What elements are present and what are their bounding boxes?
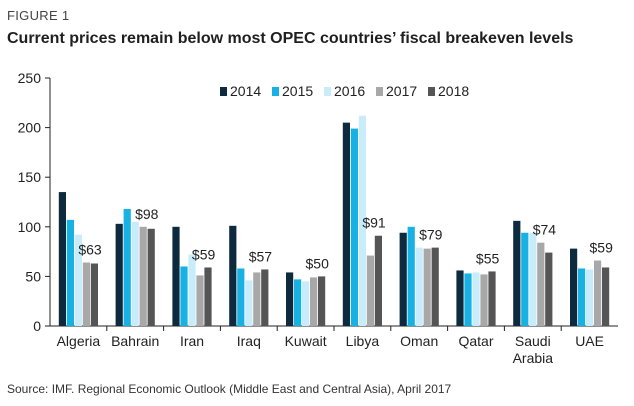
data-label-annotation: $57 bbox=[249, 248, 273, 264]
y-tick-label: 0 bbox=[33, 318, 41, 334]
y-tick-label: 250 bbox=[18, 70, 42, 86]
legend-swatch-2015 bbox=[272, 87, 279, 96]
bar-2016-uae bbox=[586, 269, 594, 326]
bar-2015-libya bbox=[350, 128, 358, 326]
bar-2018-oman bbox=[431, 247, 439, 326]
bar-2016-qatar bbox=[472, 272, 480, 326]
x-category-label: Iraq bbox=[237, 333, 261, 349]
bar-2014-iraq bbox=[229, 225, 237, 326]
x-category-label: Iran bbox=[180, 333, 204, 349]
legend-swatch-2014 bbox=[220, 87, 227, 96]
data-label-annotation: $55 bbox=[476, 250, 500, 266]
data-label-annotation: $59 bbox=[192, 246, 216, 262]
bar-2016-oman bbox=[415, 247, 423, 326]
bar-2016-iraq bbox=[245, 280, 253, 326]
data-label-annotation: $74 bbox=[533, 222, 557, 238]
bar-2017-iran bbox=[196, 275, 204, 326]
bar-2018-iran bbox=[204, 267, 212, 326]
legend-label-2014: 2014 bbox=[230, 83, 261, 99]
y-tick-label: 100 bbox=[18, 219, 42, 235]
bar-2014-qatar bbox=[456, 270, 464, 326]
bar-2016-kuwait bbox=[302, 281, 310, 326]
bar-2015-uae bbox=[578, 268, 586, 326]
bar-2018-libya bbox=[374, 235, 382, 326]
legend-swatch-2017 bbox=[376, 87, 383, 96]
data-label-annotation: $98 bbox=[135, 206, 159, 222]
x-category-label: Saudi Arabia bbox=[513, 333, 554, 366]
legend-label-2015: 2015 bbox=[282, 83, 313, 99]
bar-2015-bahrain bbox=[123, 208, 131, 326]
bar-2017-saudi-arabia bbox=[537, 242, 545, 326]
bar-2014-kuwait bbox=[286, 272, 294, 326]
data-label-annotation: $59 bbox=[590, 240, 614, 256]
bar-2017-uae bbox=[594, 260, 602, 326]
bar-2015-algeria bbox=[66, 219, 74, 326]
y-tick-label: 200 bbox=[18, 120, 42, 136]
bar-2017-algeria bbox=[82, 262, 90, 326]
bar-2015-kuwait bbox=[294, 279, 302, 326]
bar-2015-iran bbox=[180, 266, 188, 326]
bar-2014-iran bbox=[172, 226, 180, 326]
bar-2018-bahrain bbox=[147, 228, 155, 326]
bar-2018-algeria bbox=[90, 263, 98, 326]
bar-2014-bahrain bbox=[115, 223, 123, 326]
bar-2017-libya bbox=[366, 255, 374, 326]
bar-2015-qatar bbox=[464, 273, 472, 326]
x-category-label: Oman bbox=[400, 333, 438, 349]
bar-2014-oman bbox=[399, 232, 407, 326]
bar-2015-iraq bbox=[237, 268, 245, 326]
x-category-label: UAE bbox=[575, 333, 604, 349]
data-label-annotation: $63 bbox=[78, 242, 102, 258]
legend-swatch-2016 bbox=[324, 87, 331, 96]
chart-title: Current prices remain below most OPEC co… bbox=[7, 30, 574, 47]
bar-2018-iraq bbox=[261, 269, 269, 326]
chart-area: 0 50 100 150 200 250 $63 Algeria $98 Bahrain $59 Ir… bbox=[0, 58, 634, 380]
bar-2018-qatar bbox=[488, 271, 496, 326]
bar-2017-oman bbox=[423, 248, 431, 326]
bar-2016-libya bbox=[358, 115, 366, 326]
x-category-label: Algeria bbox=[57, 333, 101, 349]
source-note: Source: IMF. Regional Economic Outlook (… bbox=[7, 382, 452, 396]
bar-2016-iran bbox=[188, 254, 196, 326]
bar-2017-qatar bbox=[480, 274, 488, 326]
legend-label-2018: 2018 bbox=[438, 83, 469, 99]
x-category-label: Kuwait bbox=[285, 333, 327, 349]
bar-2016-saudi-arabia bbox=[529, 232, 537, 326]
bar-2014-algeria bbox=[58, 192, 66, 326]
legend-label-2017: 2017 bbox=[386, 83, 417, 99]
legend-label-2016: 2016 bbox=[334, 83, 365, 99]
bar-2018-uae bbox=[602, 267, 610, 326]
bar-2014-libya bbox=[342, 122, 350, 326]
bar-2015-oman bbox=[407, 226, 415, 326]
bar-2016-algeria bbox=[74, 234, 82, 326]
bar-chart: 0 50 100 150 200 250 $63 Algeria $98 Bahrain $59 Ir… bbox=[18, 70, 618, 366]
data-label-annotation: $91 bbox=[362, 215, 386, 231]
data-label-annotation: $79 bbox=[419, 227, 443, 243]
x-category-label: Bahrain bbox=[111, 333, 159, 349]
bar-2014-uae bbox=[570, 248, 578, 326]
y-tick-label: 50 bbox=[25, 268, 41, 284]
bar-2015-saudi-arabia bbox=[521, 232, 529, 326]
bar-2017-iraq bbox=[253, 272, 261, 326]
y-tick-label: 150 bbox=[18, 169, 42, 185]
bar-2017-kuwait bbox=[310, 277, 318, 326]
figure-label: FIGURE 1 bbox=[7, 8, 70, 23]
bar-2014-saudi-arabia bbox=[513, 220, 521, 326]
x-category-label: Qatar bbox=[458, 333, 493, 349]
bar-2017-bahrain bbox=[139, 226, 147, 326]
legend-swatch-2018 bbox=[428, 87, 435, 96]
bar-2018-saudi-arabia bbox=[545, 252, 553, 326]
bar-2018-kuwait bbox=[318, 276, 326, 326]
bar-2016-bahrain bbox=[131, 221, 139, 326]
x-category-label: Libya bbox=[346, 333, 380, 349]
data-label-annotation: $50 bbox=[306, 255, 330, 271]
